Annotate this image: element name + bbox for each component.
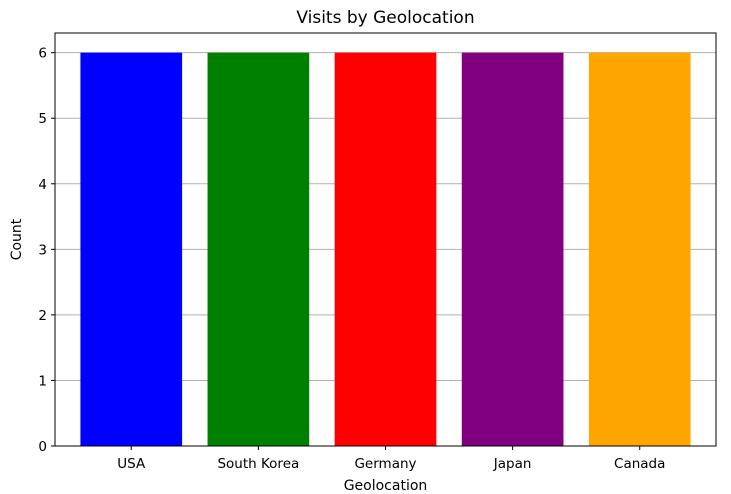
bar-south-korea xyxy=(207,52,310,447)
y-tick-label: 1 xyxy=(38,373,47,389)
y-tick-label: 0 xyxy=(38,439,47,455)
x-tick-label: South Korea xyxy=(217,456,299,472)
x-tick-label: USA xyxy=(117,456,146,472)
y-tick-label: 2 xyxy=(38,308,47,324)
x-tick-label: Japan xyxy=(493,456,532,472)
y-tick-label: 5 xyxy=(38,111,47,127)
x-tick-label: Germany xyxy=(354,456,416,472)
y-axis-label: Count xyxy=(9,218,25,260)
y-axis-ticks: 0 1 2 3 4 5 6 xyxy=(38,46,55,455)
y-tick-label: 6 xyxy=(38,46,47,62)
x-tick-label: Canada xyxy=(614,456,665,472)
bar-usa xyxy=(80,52,183,447)
bar-germany xyxy=(334,52,437,447)
y-tick-label: 4 xyxy=(38,177,47,193)
x-axis-ticks: USA South Korea Germany Japan Canada xyxy=(117,446,665,472)
bar-canada xyxy=(588,52,691,447)
chart-title: Visits by Geolocation xyxy=(296,8,474,28)
y-tick-label: 3 xyxy=(38,242,47,258)
bars xyxy=(80,52,691,447)
bar-japan xyxy=(461,52,564,447)
x-axis-label: Geolocation xyxy=(344,478,428,494)
